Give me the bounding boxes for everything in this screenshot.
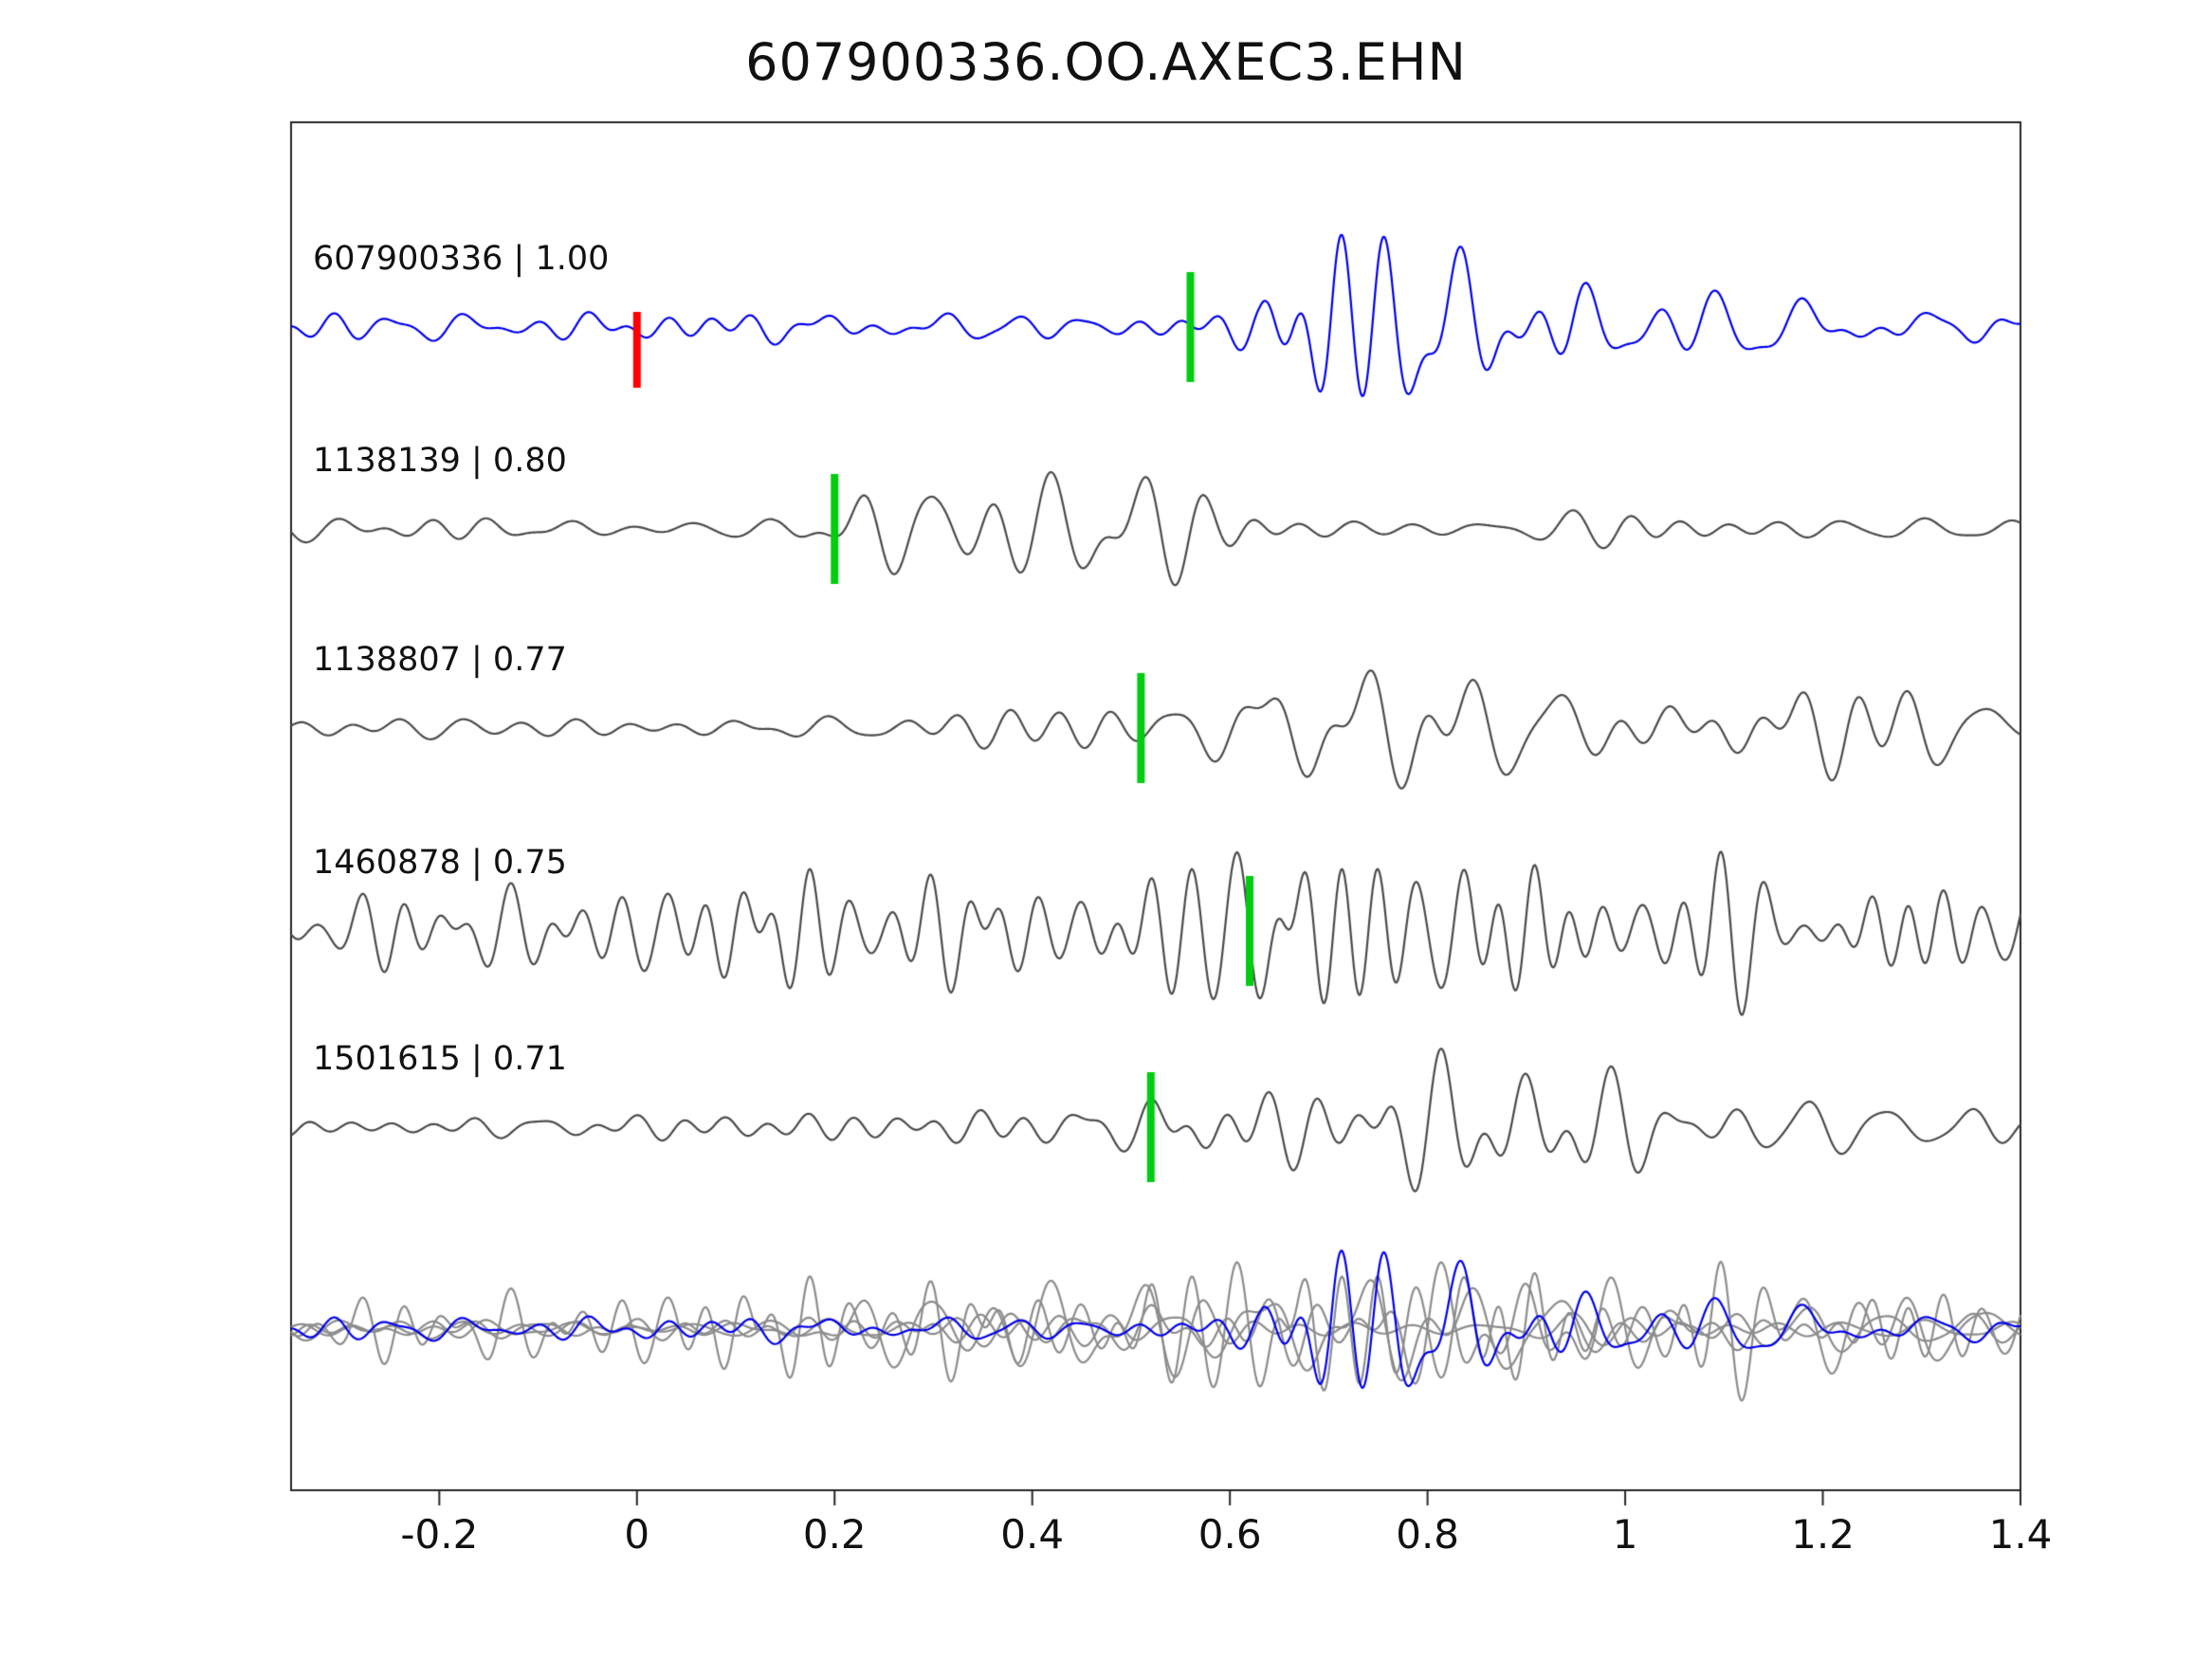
x-tick-label: -0.2 bbox=[400, 1511, 479, 1558]
trace-label-1138139: 1138139 | 0.80 bbox=[313, 442, 567, 480]
x-tick-label: 1.4 bbox=[1988, 1511, 2053, 1558]
x-tick-label: 1 bbox=[1612, 1511, 1638, 1558]
x-tick-label: 0.2 bbox=[802, 1511, 867, 1558]
x-tick-label: 0.4 bbox=[1000, 1511, 1065, 1558]
chart-title: 607900336.OO.AXEC3.EHN bbox=[745, 32, 1467, 92]
trace-label-1138807: 1138807 | 0.77 bbox=[313, 641, 567, 679]
x-tick-label: 0 bbox=[624, 1511, 650, 1558]
trace-label-1501615: 1501615 | 0.71 bbox=[313, 1040, 567, 1078]
x-tick-label: 0.8 bbox=[1396, 1511, 1460, 1558]
x-tick-label: 1.2 bbox=[1791, 1511, 1855, 1558]
trace-label-1460878: 1460878 | 0.75 bbox=[313, 844, 567, 882]
trace-label-607900336: 607900336 | 1.00 bbox=[313, 240, 610, 278]
x-tick-label: 0.6 bbox=[1197, 1511, 1262, 1558]
